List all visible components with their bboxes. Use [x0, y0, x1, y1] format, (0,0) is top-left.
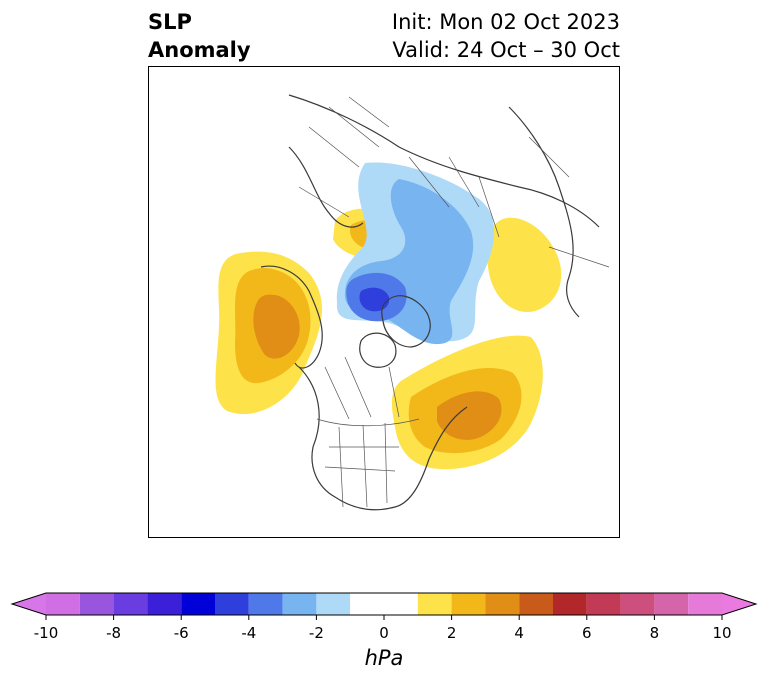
title-line-2: Anomaly: [148, 38, 251, 62]
colorbar-over-arrow: [722, 593, 756, 615]
colorbar-segment: [248, 593, 283, 615]
colorbar-tick-label: 0: [379, 624, 389, 642]
map-svg: [215, 94, 610, 511]
colorbar: [10, 592, 758, 620]
colorbar-segments: [10, 592, 758, 616]
colorbar-segment: [485, 593, 520, 615]
colorbar-tick-label: 4: [514, 624, 524, 642]
colorbar-segment: [282, 593, 317, 615]
colorbar-segment: [688, 593, 722, 615]
colorbar-under-arrow: [12, 593, 46, 615]
coast-north-america: [298, 366, 468, 511]
contour-arctic-neg-4: [359, 287, 390, 312]
init-date: Init: Mon 02 Oct 2023: [391, 10, 620, 34]
colorbar-segment: [553, 593, 587, 615]
colorbar-segment: [316, 593, 351, 615]
anomaly-contours: [215, 162, 562, 470]
colorbar-segment: [79, 593, 114, 615]
map-panel: [148, 66, 620, 538]
colorbar-ticks: [45, 615, 723, 620]
colorbar-unit: hPa: [364, 646, 404, 670]
valid-period: Init: Mon 02 Oct 2023 Valid: 24 Oct – 30…: [392, 8, 620, 64]
colorbar-segment: [215, 593, 249, 615]
valid-range: Valid: 24 Oct – 30 Oct: [392, 38, 620, 62]
colorbar-tick-label: 6: [582, 624, 592, 642]
colorbar-tick-label: -10: [33, 624, 59, 642]
colorbar-segment: [181, 593, 215, 615]
border-us-states-1: [324, 422, 399, 508]
colorbar-segment: [451, 593, 486, 615]
coast-scandinavia: [288, 146, 364, 228]
colorbar-segment: [654, 593, 689, 615]
border-us-canada: [316, 418, 420, 427]
coastlines: [260, 94, 600, 511]
border-europe: [298, 96, 390, 218]
colorbar-tick-label: 2: [446, 624, 457, 642]
coast-east-asia: [508, 106, 580, 318]
contour-atlantic-pos-3: [437, 391, 502, 440]
colorbar-segment: [586, 593, 621, 615]
colorbar-tick-label: 8: [649, 624, 660, 642]
coast-alaska: [260, 265, 323, 369]
contour-pacific-pos-3: [253, 294, 300, 359]
map-title: SLP Anomaly: [148, 8, 251, 64]
colorbar-segment: [519, 593, 553, 615]
colorbar-segment: [620, 593, 655, 615]
coast-greenland: [381, 295, 431, 348]
contour-siberia-pos-1: [487, 217, 562, 313]
colorbar-tick-label: 10: [712, 624, 732, 642]
colorbar-tick-label: -2: [308, 624, 324, 642]
border-russia: [408, 136, 610, 268]
colorbar-segment: [147, 593, 182, 615]
political-borders: [298, 96, 610, 508]
colorbar-tick-label: -6: [173, 624, 189, 642]
border-canada-provinces: [324, 356, 400, 420]
coast-hudson-bay: [359, 332, 397, 368]
colorbar-segment: [417, 593, 452, 615]
title-line-1: SLP: [148, 10, 192, 34]
colorbar-segment: [350, 593, 418, 615]
colorbar-segment: [46, 593, 80, 615]
colorbar-tick-label: -4: [241, 624, 257, 642]
colorbar-segment: [113, 593, 148, 615]
coast-eurasia: [288, 94, 600, 228]
colorbar-tick-label: -8: [106, 624, 122, 642]
